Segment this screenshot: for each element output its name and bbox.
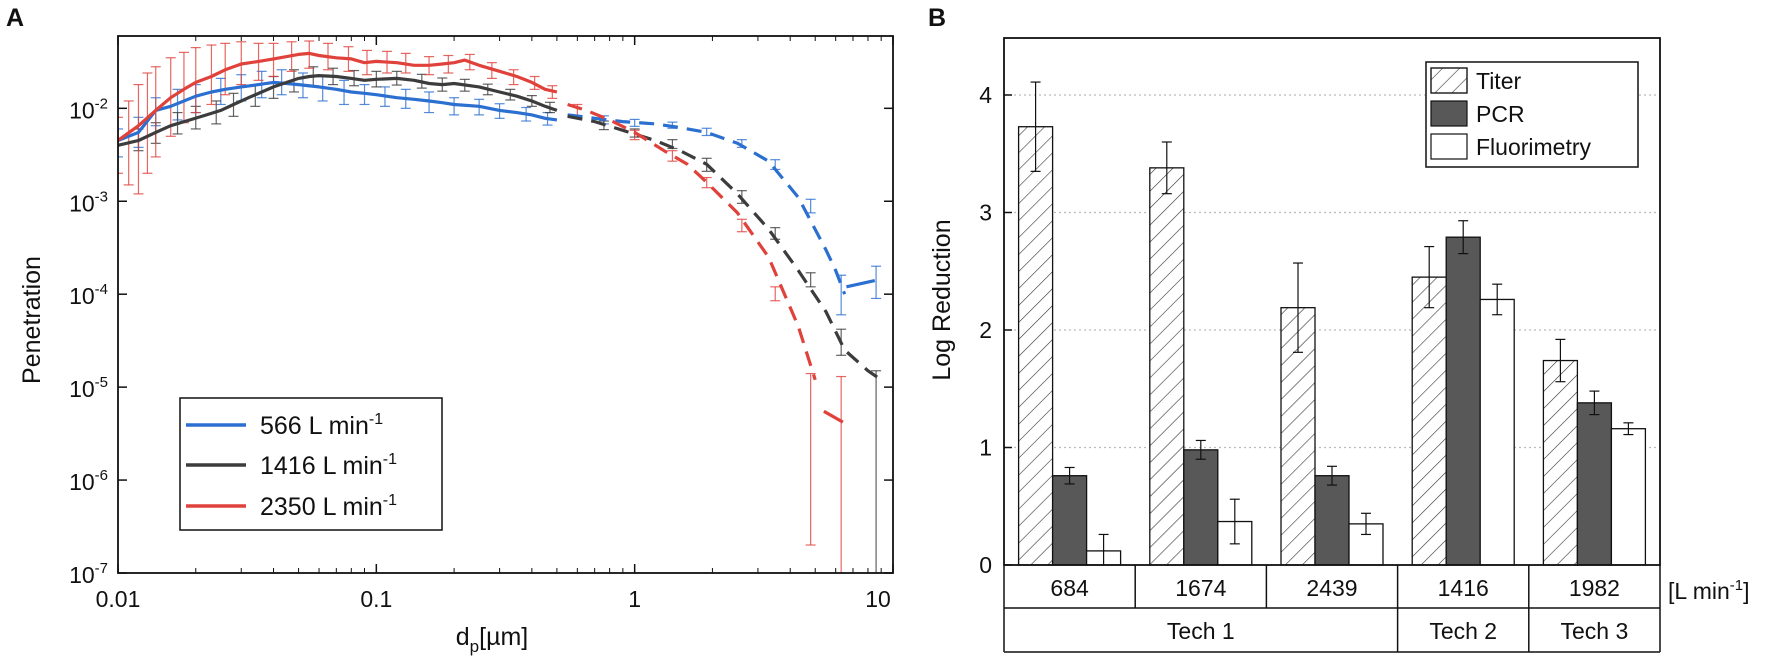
panel-a-x-axis-label: dp[µm] bbox=[456, 623, 529, 656]
bar-fluorimetry bbox=[1610, 428, 1647, 566]
legend-label-2350: 2350 L min-1 bbox=[260, 492, 397, 521]
category-label: 2439 bbox=[1306, 575, 1357, 601]
bar-fluorimetry bbox=[1479, 298, 1515, 566]
y-tick-label: 1 bbox=[979, 435, 992, 461]
y-tick-label: 10-5 bbox=[69, 374, 108, 402]
panel-a-legend: 566 L min-1 1416 L min-1 2350 L min-1 bbox=[179, 397, 443, 531]
series-0-dashed-line bbox=[567, 113, 847, 295]
series-2-dashed-line bbox=[567, 102, 817, 381]
bar-titer bbox=[1017, 126, 1054, 566]
legend-label-1416: 1416 L min-1 bbox=[260, 451, 397, 480]
x-tick-label: 0.1 bbox=[360, 586, 392, 612]
y-tick-label: 10-6 bbox=[69, 467, 108, 495]
panel-b: B 0 1 2 3 4 684 1674 2439 1416 1982 Tech 1 Tech 2 T… bbox=[928, 4, 1750, 653]
panel-b-unit-label: [L min-1] bbox=[1668, 577, 1750, 604]
legend-label-566: 566 L min-1 bbox=[260, 411, 383, 440]
bar-titer bbox=[1542, 359, 1579, 566]
bar-titer bbox=[1149, 167, 1185, 566]
y-tick-label: 4 bbox=[979, 82, 992, 108]
bar-pcr bbox=[1183, 449, 1219, 566]
panel-b-label: B bbox=[928, 4, 946, 32]
legend-label-pcr: PCR bbox=[1476, 101, 1525, 127]
panel-b-axes: 0 1 2 3 4 bbox=[979, 82, 1012, 578]
y-tick-label: 10-2 bbox=[69, 95, 108, 123]
legend-swatch-fluorimetry bbox=[1430, 133, 1468, 160]
panel-a-frame bbox=[117, 35, 894, 574]
bar-pcr bbox=[1445, 236, 1481, 566]
bar-pcr bbox=[1314, 475, 1350, 566]
x-tick-label: 1 bbox=[628, 586, 641, 612]
panel-a-axes: 0.01 0.1 1 10 10-2 10-3 10-4 10-5 10-6 10-7 bbox=[69, 36, 894, 612]
y-tick-label: 0 bbox=[979, 552, 992, 578]
category-label: 1416 bbox=[1438, 575, 1489, 601]
y-tick-label: 2 bbox=[979, 317, 992, 343]
legend-entry-566: 566 L min-1 bbox=[186, 411, 383, 440]
panel-b-legend: Titer PCR Fluorimetry bbox=[1425, 61, 1639, 168]
y-tick-label: 10-3 bbox=[69, 188, 108, 216]
legend-swatch-pcr bbox=[1430, 100, 1468, 127]
y-tick-label: 3 bbox=[979, 200, 992, 226]
x-tick-label: 10 bbox=[865, 586, 891, 612]
panel-b-category-table: 684 1674 2439 1416 1982 Tech 1 Tech 2 Tech 3 bbox=[1003, 565, 1661, 653]
series-0-solid-line bbox=[118, 80, 558, 142]
y-tick-label: 10-7 bbox=[69, 560, 108, 588]
group-label: Tech 3 bbox=[1561, 618, 1629, 644]
bar-pcr bbox=[1576, 402, 1613, 566]
group-label: Tech 2 bbox=[1429, 618, 1497, 644]
bar-titer bbox=[1411, 276, 1447, 566]
legend-entry-1416: 1416 L min-1 bbox=[186, 451, 397, 480]
category-label: 1674 bbox=[1175, 575, 1226, 601]
series-2-tail-line bbox=[823, 409, 844, 424]
series-2-solid-line bbox=[118, 51, 558, 142]
penetration-series bbox=[118, 40, 883, 573]
legend-swatch-titer bbox=[1430, 67, 1468, 94]
category-label: 1982 bbox=[1569, 575, 1620, 601]
log-reduction-bars bbox=[1017, 81, 1647, 566]
panel-a-label: A bbox=[6, 4, 24, 32]
panel-b-frame bbox=[1003, 37, 1661, 566]
legend-entry-2350: 2350 L min-1 bbox=[186, 492, 397, 521]
series-0-tail-line bbox=[846, 279, 876, 289]
panel-a-y-axis-label: Penetration bbox=[18, 256, 46, 384]
legend-label-titer: Titer bbox=[1476, 68, 1521, 94]
panel-a: A 0.01 0.1 1 10 10-2 10-3 10-4 10-5 10-6 10-7 Pen… bbox=[6, 4, 894, 656]
series-1-solid-line bbox=[118, 73, 558, 147]
category-label: 684 bbox=[1050, 575, 1089, 601]
legend-label-fluorimetry: Fluorimetry bbox=[1476, 134, 1592, 160]
group-label: Tech 1 bbox=[1167, 618, 1235, 644]
series-1-dashed-line bbox=[567, 114, 883, 382]
bar-pcr bbox=[1051, 475, 1088, 566]
y-tick-label: 10-4 bbox=[69, 281, 108, 309]
panel-b-y-axis-label: Log Reduction bbox=[928, 219, 956, 380]
x-tick-label: 0.01 bbox=[96, 586, 141, 612]
